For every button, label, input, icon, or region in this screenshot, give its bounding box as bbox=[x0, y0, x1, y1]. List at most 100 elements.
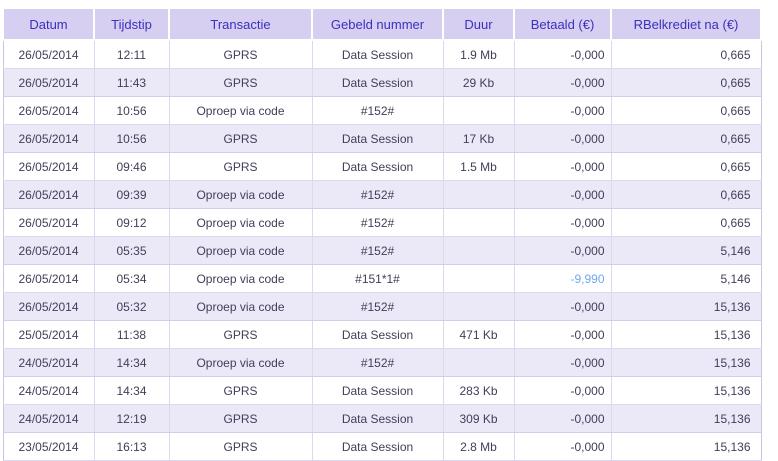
table-cell: GPRS bbox=[168, 124, 313, 153]
table-cell: #152# bbox=[311, 292, 444, 321]
table-cell: #152# bbox=[311, 236, 444, 265]
table-body: 26/05/2014 12:11 GPRS Data Session 1.9 Mb -0,… bbox=[2, 39, 762, 461]
table-cell: 26/05/2014 bbox=[2, 208, 95, 237]
table-cell: 0,665 bbox=[610, 152, 762, 181]
usage-history-table: Datum Tijdstip Transactie Gebeld nummer … bbox=[2, 7, 762, 461]
table-cell: 283 Kb bbox=[442, 376, 515, 405]
table-cell bbox=[442, 208, 515, 237]
table-row: 25/05/2014 11:38 GPRS Data Session 471 Kb -0,… bbox=[2, 320, 762, 349]
table-cell: 05:35 bbox=[93, 236, 170, 265]
table-cell: 12:11 bbox=[93, 39, 170, 69]
column-header-transactie: Transactie bbox=[168, 7, 313, 41]
table-cell: 1.9 Mb bbox=[442, 39, 515, 69]
table-cell: #152# bbox=[311, 348, 444, 377]
table-cell: #152# bbox=[311, 96, 444, 125]
table-cell: Data Session bbox=[311, 376, 444, 405]
table-cell: 0,665 bbox=[610, 68, 762, 97]
table-cell: 15,136 bbox=[610, 320, 762, 349]
table-row: 26/05/2014 05:35 Oproep via code #152# -0,00… bbox=[2, 236, 762, 265]
table-cell: 14:34 bbox=[93, 348, 170, 377]
table-cell: 26/05/2014 bbox=[2, 236, 95, 265]
table-row: 26/05/2014 05:32 Oproep via code #152# -0,00… bbox=[2, 292, 762, 321]
table-cell: 24/05/2014 bbox=[2, 348, 95, 377]
table-cell: 5,146 bbox=[610, 264, 762, 293]
table-cell bbox=[442, 236, 515, 265]
table-cell: 26/05/2014 bbox=[2, 292, 95, 321]
table-header: Datum Tijdstip Transactie Gebeld nummer … bbox=[2, 7, 762, 41]
table-cell: Oproep via code bbox=[168, 180, 313, 209]
table-cell: -0,000 bbox=[513, 152, 612, 181]
table-cell: -0,000 bbox=[513, 68, 612, 97]
table-cell: Data Session bbox=[311, 68, 444, 97]
table-cell: -0,000 bbox=[513, 376, 612, 405]
table-cell: #151*1# bbox=[311, 264, 444, 293]
table-cell: #152# bbox=[311, 208, 444, 237]
table-cell: 24/05/2014 bbox=[2, 404, 95, 433]
table-cell: -0,000 bbox=[513, 180, 612, 209]
table-cell: Oproep via code bbox=[168, 96, 313, 125]
table-cell: 309 Kb bbox=[442, 404, 515, 433]
table-cell: Oproep via code bbox=[168, 208, 313, 237]
table-cell: 16:13 bbox=[93, 432, 170, 461]
column-header-tijdstip: Tijdstip bbox=[93, 7, 170, 41]
table-cell: Data Session bbox=[311, 320, 444, 349]
table-cell: -0,000 bbox=[513, 236, 612, 265]
table-cell: GPRS bbox=[168, 320, 313, 349]
table-cell: 15,136 bbox=[610, 376, 762, 405]
table-cell bbox=[442, 348, 515, 377]
table-row: 26/05/2014 09:39 Oproep via code #152# -0,00… bbox=[2, 180, 762, 209]
table-row: 24/05/2014 14:34 GPRS Data Session 283 Kb -0,… bbox=[2, 376, 762, 405]
table-cell: -0,000 bbox=[513, 39, 612, 69]
table-cell: GPRS bbox=[168, 152, 313, 181]
table-row: 26/05/2014 11:43 GPRS Data Session 29 Kb -0,0… bbox=[2, 68, 762, 97]
table-cell: 471 Kb bbox=[442, 320, 515, 349]
table-cell: 15,136 bbox=[610, 292, 762, 321]
table-cell bbox=[442, 264, 515, 293]
table-cell: GPRS bbox=[168, 68, 313, 97]
table-row: 26/05/2014 09:46 GPRS Data Session 1.5 Mb -0,… bbox=[2, 152, 762, 181]
table-row: 26/05/2014 05:34 Oproep via code #151*1# -9,… bbox=[2, 264, 762, 293]
table-row: 24/05/2014 12:19 GPRS Data Session 309 Kb -0,… bbox=[2, 404, 762, 433]
table-cell: -0,000 bbox=[513, 208, 612, 237]
table-cell: 26/05/2014 bbox=[2, 68, 95, 97]
table-cell: #152# bbox=[311, 180, 444, 209]
table-cell: GPRS bbox=[168, 376, 313, 405]
table-cell: 0,665 bbox=[610, 96, 762, 125]
table-cell: Data Session bbox=[311, 124, 444, 153]
table-cell: 15,136 bbox=[610, 432, 762, 461]
table-cell: Data Session bbox=[311, 432, 444, 461]
table-cell: Data Session bbox=[311, 39, 444, 69]
table-cell: Oproep via code bbox=[168, 292, 313, 321]
table-cell: 09:12 bbox=[93, 208, 170, 237]
table-cell: Data Session bbox=[311, 404, 444, 433]
table-cell: 17 Kb bbox=[442, 124, 515, 153]
table-cell: -0,000 bbox=[513, 96, 612, 125]
table-cell: 10:56 bbox=[93, 124, 170, 153]
table-cell: 26/05/2014 bbox=[2, 152, 95, 181]
table-cell: -0,000 bbox=[513, 432, 612, 461]
table-row: 26/05/2014 12:11 GPRS Data Session 1.9 Mb -0,… bbox=[2, 39, 762, 69]
table-cell: Oproep via code bbox=[168, 264, 313, 293]
table-cell: 2.8 Mb bbox=[442, 432, 515, 461]
table-cell: GPRS bbox=[168, 39, 313, 69]
table-cell bbox=[442, 96, 515, 125]
table-cell: -0,000 bbox=[513, 124, 612, 153]
table-cell: 26/05/2014 bbox=[2, 96, 95, 125]
table-cell: 26/05/2014 bbox=[2, 39, 95, 69]
table-row: 26/05/2014 09:12 Oproep via code #152# -0,00… bbox=[2, 208, 762, 237]
table-cell: 15,136 bbox=[610, 348, 762, 377]
table-cell: 10:56 bbox=[93, 96, 170, 125]
table-cell: 11:38 bbox=[93, 320, 170, 349]
table-cell: 05:32 bbox=[93, 292, 170, 321]
table-row: 26/05/2014 10:56 Oproep via code #152# -0,00… bbox=[2, 96, 762, 125]
table-cell: 12:19 bbox=[93, 404, 170, 433]
table-cell bbox=[442, 292, 515, 321]
table-cell: 15,136 bbox=[610, 404, 762, 433]
table-cell: 29 Kb bbox=[442, 68, 515, 97]
table-cell: 24/05/2014 bbox=[2, 376, 95, 405]
table-cell: 0,665 bbox=[610, 124, 762, 153]
table-cell: 5,146 bbox=[610, 236, 762, 265]
table-cell: -0,000 bbox=[513, 292, 612, 321]
table-cell: 14:34 bbox=[93, 376, 170, 405]
